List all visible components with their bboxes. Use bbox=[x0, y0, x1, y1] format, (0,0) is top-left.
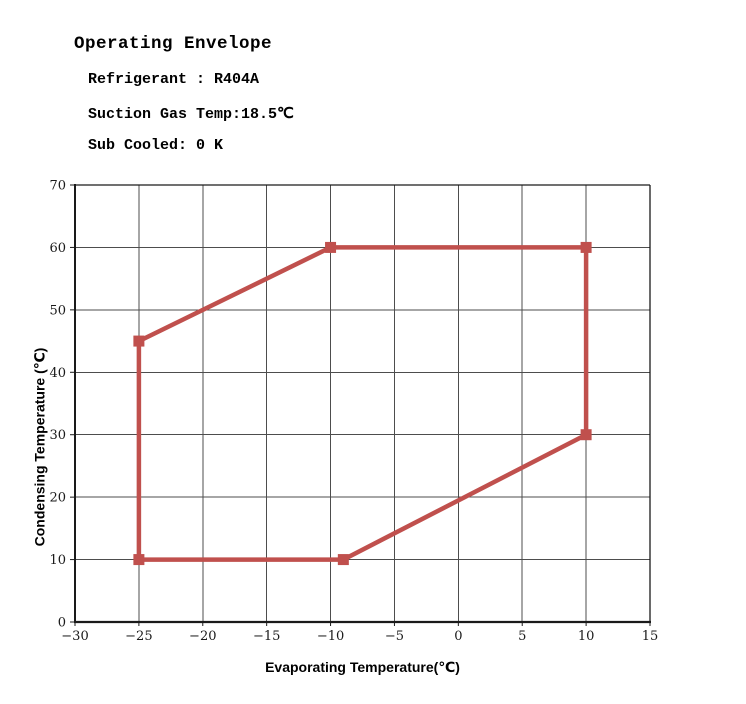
chart-title: Operating Envelope bbox=[74, 34, 273, 54]
refrigerant-label: Refrigerant : R404A bbox=[88, 71, 260, 88]
y-tick-label: 20 bbox=[49, 491, 66, 506]
envelope-vertex-marker bbox=[580, 241, 592, 253]
envelope-vertex-marker bbox=[580, 429, 592, 441]
x-tick-label: 15 bbox=[642, 629, 659, 644]
x-tick-label: −15 bbox=[253, 629, 280, 644]
y-tick-label: 10 bbox=[49, 553, 66, 568]
y-tick-label: 0 bbox=[58, 616, 66, 631]
y-axis-title: Condensing Temperature (℃) bbox=[31, 347, 48, 547]
x-tick-label: 5 bbox=[518, 629, 526, 644]
x-tick-label: −25 bbox=[125, 629, 152, 644]
y-tick-label: 60 bbox=[49, 241, 66, 256]
x-tick-label: −20 bbox=[189, 629, 216, 644]
y-tick-label: 50 bbox=[49, 303, 66, 318]
envelope-vertex-marker bbox=[337, 554, 349, 566]
y-tick-label: 30 bbox=[49, 428, 66, 443]
envelope-vertex-marker bbox=[133, 554, 145, 566]
y-tick-label: 40 bbox=[49, 366, 66, 381]
envelope-vertex-marker bbox=[133, 335, 145, 347]
x-axis-title: Evaporating Temperature(℃) bbox=[265, 659, 460, 675]
x-tick-label: 0 bbox=[454, 629, 462, 644]
x-tick-label: 10 bbox=[578, 629, 595, 644]
envelope-outline bbox=[136, 245, 589, 562]
x-tick-label: −30 bbox=[61, 629, 88, 644]
envelope-vertex-marker bbox=[325, 241, 337, 253]
suction-gas-temp-label: Suction Gas Temp:18.5℃ bbox=[88, 106, 294, 123]
sub-cooled-label: Sub Cooled: 0 K bbox=[88, 137, 224, 154]
x-tick-label: −5 bbox=[385, 629, 404, 644]
y-tick-label: 70 bbox=[49, 179, 66, 194]
x-tick-label: −10 bbox=[317, 629, 344, 644]
